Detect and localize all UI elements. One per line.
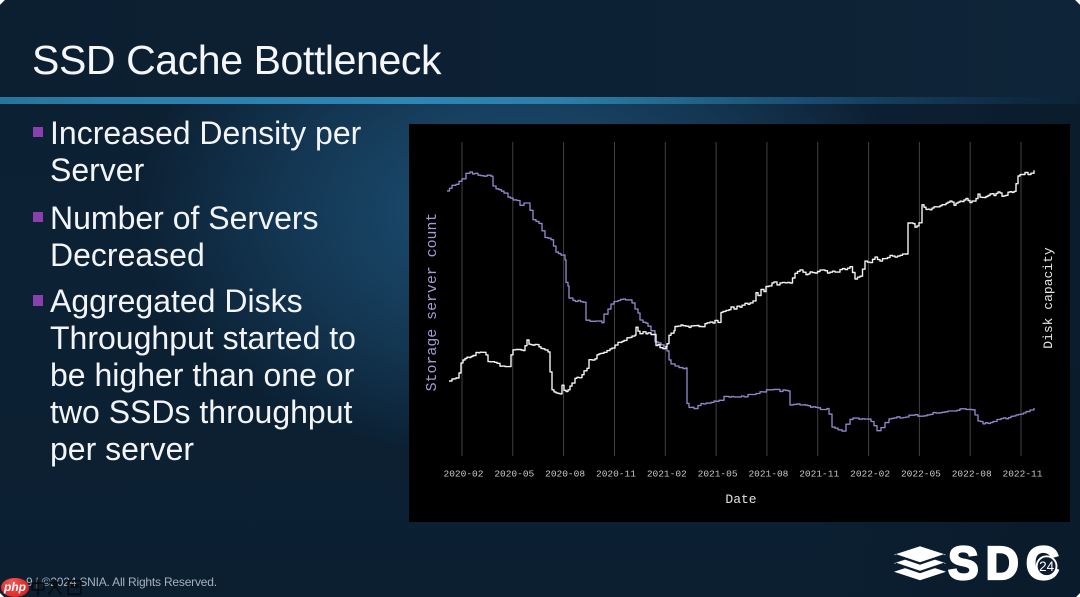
svg-text:24: 24 bbox=[1039, 559, 1055, 574]
svg-text:2021-05: 2021-05 bbox=[698, 469, 738, 480]
svg-text:2022-05: 2022-05 bbox=[901, 469, 941, 480]
svg-text:2021-02: 2021-02 bbox=[647, 469, 687, 480]
svg-text:Disk capacity: Disk capacity bbox=[1041, 247, 1056, 349]
svg-text:Storage server count: Storage server count bbox=[425, 213, 441, 392]
svg-text:2020-11: 2020-11 bbox=[596, 469, 636, 480]
svg-text:2020-02: 2020-02 bbox=[444, 469, 484, 480]
svg-text:2022-02: 2022-02 bbox=[850, 469, 890, 480]
svg-text:2022-08: 2022-08 bbox=[952, 469, 992, 480]
svg-text:2021-08: 2021-08 bbox=[748, 469, 788, 480]
svg-text:2020-05: 2020-05 bbox=[494, 469, 534, 480]
svg-text:2022-11: 2022-11 bbox=[1003, 469, 1043, 480]
svg-text:2021-11: 2021-11 bbox=[799, 469, 839, 480]
svg-text:2020-08: 2020-08 bbox=[545, 469, 585, 480]
svg-text:Date: Date bbox=[725, 492, 756, 507]
